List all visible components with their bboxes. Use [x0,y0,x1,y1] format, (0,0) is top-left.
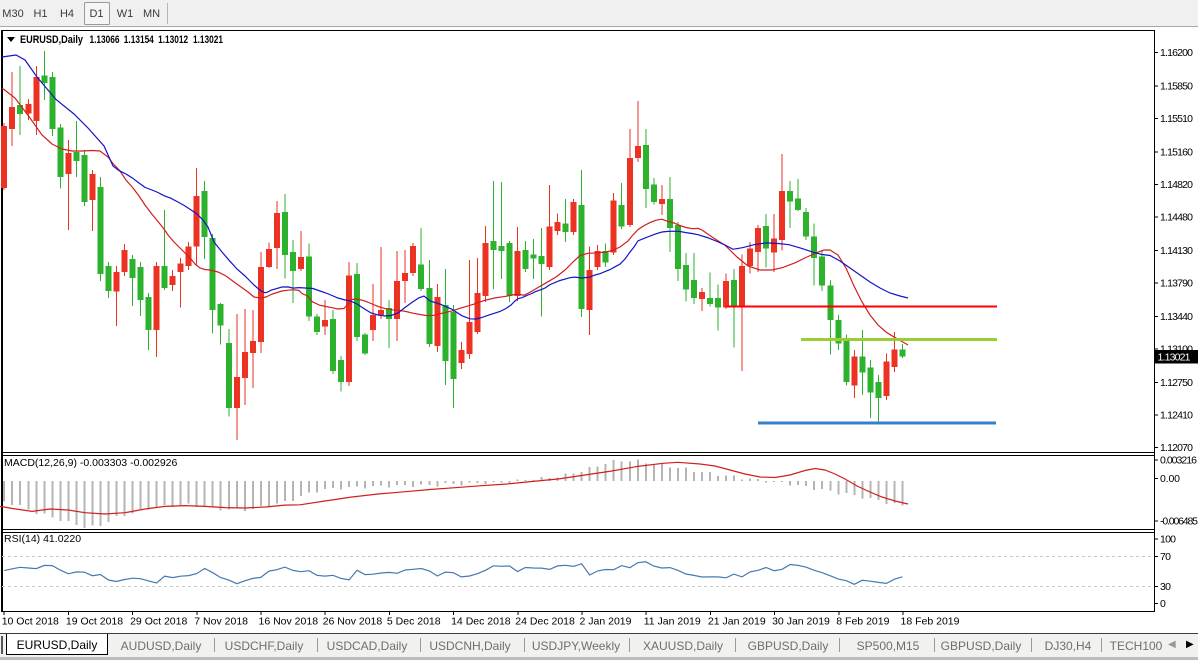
svg-text:1.13790: 1.13790 [1160,278,1193,290]
svg-text:11 Jan 2019: 11 Jan 2019 [644,616,701,628]
svg-text:H4: H4 [60,8,74,20]
svg-text:W1: W1 [117,8,134,20]
svg-text:1.15510: 1.15510 [1160,113,1193,125]
svg-text:RSI(14) 41.0220: RSI(14) 41.0220 [4,533,81,545]
svg-text:0.00: 0.00 [1160,473,1180,485]
svg-text:24 Dec 2018: 24 Dec 2018 [515,616,575,628]
svg-text:1.14820: 1.14820 [1160,179,1193,191]
svg-text:1.15850: 1.15850 [1160,81,1193,93]
svg-text:1.13440: 1.13440 [1160,311,1193,323]
svg-text:26 Nov 2018: 26 Nov 2018 [323,616,383,628]
svg-text:M30: M30 [2,8,23,20]
svg-text:14 Dec 2018: 14 Dec 2018 [451,616,511,628]
svg-text:1.14480: 1.14480 [1160,212,1193,224]
svg-text:1.12070: 1.12070 [1160,442,1193,454]
svg-text:7 Nov 2018: 7 Nov 2018 [194,616,248,628]
svg-text:EURUSD,Daily: EURUSD,Daily [20,34,84,46]
svg-text:5 Dec 2018: 5 Dec 2018 [387,616,441,628]
svg-text:H1: H1 [33,8,47,20]
svg-text:MN: MN [143,8,160,20]
svg-text:1.14130: 1.14130 [1160,245,1193,257]
svg-text:21 Jan 2019: 21 Jan 2019 [708,616,766,628]
svg-text:1.13012: 1.13012 [158,34,188,46]
svg-text:1.13066: 1.13066 [90,34,120,46]
svg-text:1.12410: 1.12410 [1160,410,1193,422]
svg-text:8 Feb 2019: 8 Feb 2019 [836,616,889,628]
svg-text:10 Oct 2018: 10 Oct 2018 [2,616,59,628]
svg-text:D1: D1 [89,8,103,20]
svg-text:18 Feb 2019: 18 Feb 2019 [901,616,960,628]
svg-text:70: 70 [1160,551,1171,563]
svg-text:100: 100 [1160,534,1176,546]
svg-text:1.15160: 1.15160 [1160,147,1193,159]
svg-text:19 Oct 2018: 19 Oct 2018 [66,616,123,628]
svg-text:1.13154: 1.13154 [124,34,155,46]
svg-text:1.13021: 1.13021 [193,34,223,46]
svg-text:1.16200: 1.16200 [1160,47,1193,59]
svg-text:0: 0 [1160,598,1166,610]
svg-text:MACD(12,26,9) -0.003303 -0.002: MACD(12,26,9) -0.003303 -0.002926 [4,457,178,469]
svg-text:1.12750: 1.12750 [1160,377,1193,389]
svg-text:1.13021: 1.13021 [1158,352,1191,364]
svg-text:29 Oct 2018: 29 Oct 2018 [130,616,187,628]
svg-text:16 Nov 2018: 16 Nov 2018 [259,616,319,628]
svg-text:0.003216: 0.003216 [1160,455,1197,467]
svg-text:-0.006485: -0.006485 [1160,516,1198,528]
svg-text:30 Jan 2019: 30 Jan 2019 [772,616,830,628]
svg-text:2 Jan 2019: 2 Jan 2019 [580,616,632,628]
svg-text:30: 30 [1160,581,1171,593]
